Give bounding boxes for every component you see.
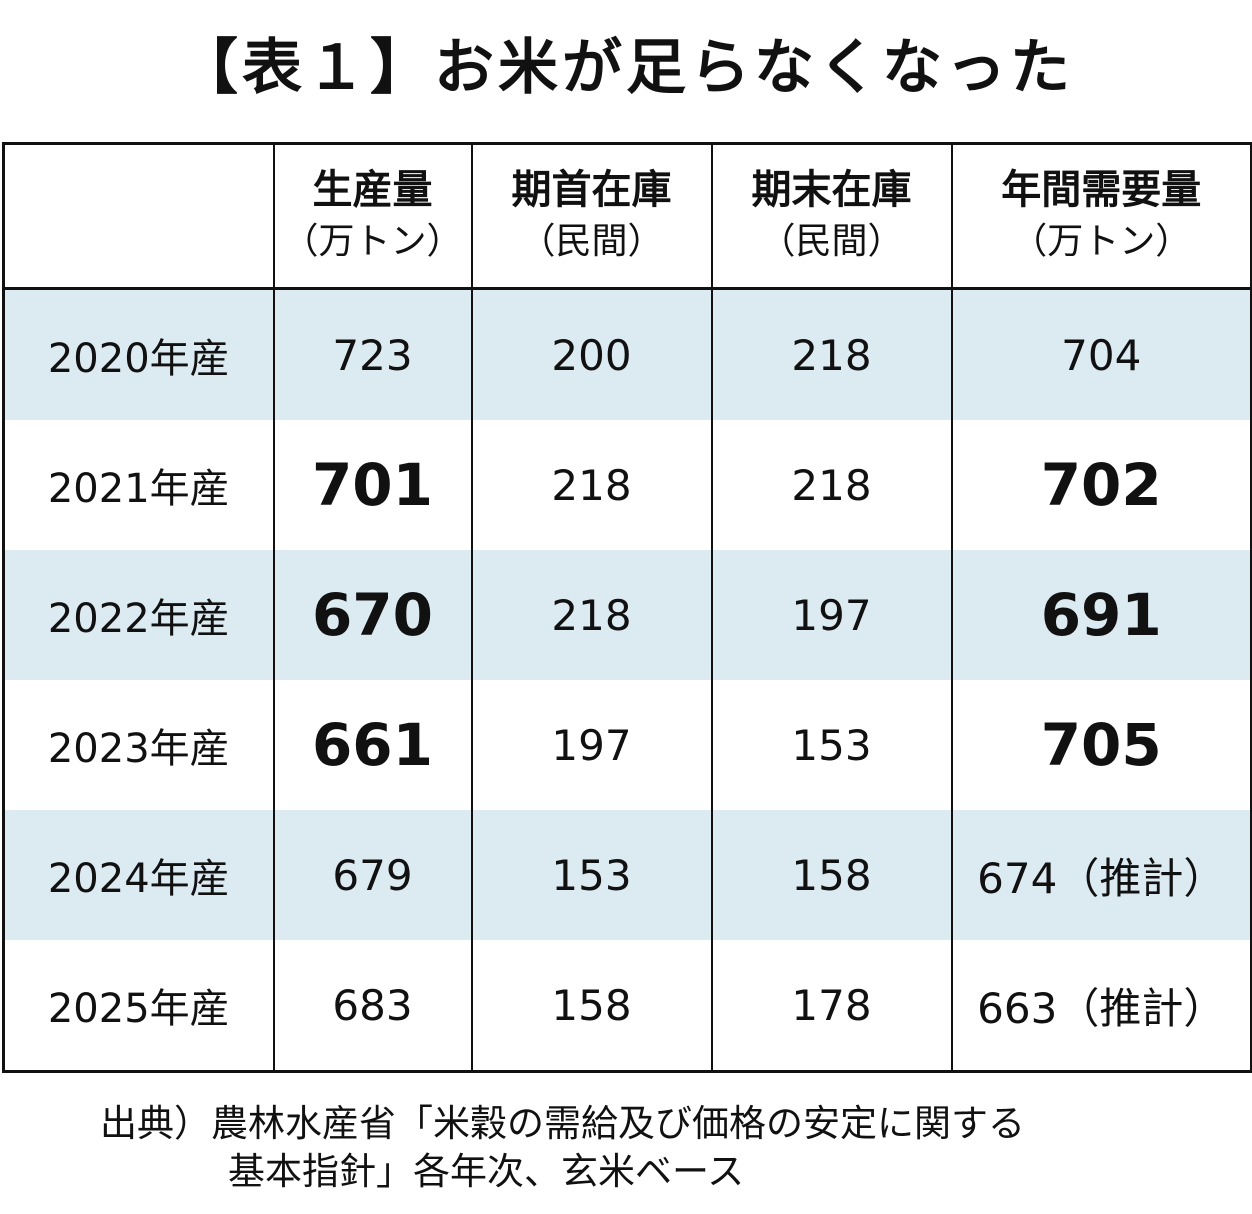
table-row: 2023年産 661 197 153 705 bbox=[2, 680, 1252, 810]
header-production: 生産量 （万トン） bbox=[272, 143, 473, 290]
header-stock-end-label: 期末在庫 bbox=[751, 167, 912, 213]
header-demand-unit: （万トン） bbox=[1011, 221, 1192, 262]
stock-end-cell: 218 bbox=[710, 288, 953, 420]
header-demand-label: 年間需要量 bbox=[1001, 167, 1202, 213]
rice-supply-table: 生産量 （万トン） 期首在庫 （民間） 期末在庫 （民間） 年間需要量 （万トン… bbox=[2, 142, 1252, 1073]
demand-cell: 663（推計） bbox=[950, 940, 1252, 1072]
source-line-1: 出典）農林水産省「米穀の需給及び価格の安定に関する bbox=[100, 1102, 1025, 1145]
source-line-2: 基本指針」各年次、玄米ベース bbox=[228, 1150, 745, 1193]
header-production-label: 生産量 bbox=[312, 167, 433, 213]
stock-end-cell: 178 bbox=[710, 940, 953, 1072]
header-demand: 年間需要量 （万トン） bbox=[950, 143, 1252, 290]
header-empty-cell bbox=[2, 143, 275, 290]
stock-start-cell: 158 bbox=[470, 940, 713, 1072]
year-cell: 2020年産 bbox=[2, 288, 275, 420]
demand-cell: 691 bbox=[950, 550, 1252, 680]
stock-end-cell: 197 bbox=[710, 550, 953, 680]
table-header-row: 生産量 （万トン） 期首在庫 （民間） 期末在庫 （民間） 年間需要量 （万トン… bbox=[2, 143, 1252, 290]
year-cell: 2025年産 bbox=[2, 940, 275, 1072]
table-row: 2020年産 723 200 218 704 bbox=[2, 288, 1252, 420]
year-cell: 2021年産 bbox=[2, 420, 275, 550]
stock-end-cell: 158 bbox=[710, 810, 953, 940]
header-stock-start: 期首在庫 （民間） bbox=[470, 143, 713, 290]
demand-cell: 704 bbox=[950, 288, 1252, 420]
header-stock-end-unit: （民間） bbox=[759, 221, 904, 262]
stock-start-cell: 153 bbox=[470, 810, 713, 940]
stock-start-cell: 200 bbox=[470, 288, 713, 420]
production-cell: 683 bbox=[272, 940, 473, 1072]
year-cell: 2024年産 bbox=[2, 810, 275, 940]
production-cell: 723 bbox=[272, 288, 473, 420]
table-row: 2025年産 683 158 178 663（推計） bbox=[2, 940, 1252, 1072]
production-cell: 701 bbox=[272, 420, 473, 550]
demand-cell: 702 bbox=[950, 420, 1252, 550]
stock-start-cell: 197 bbox=[470, 680, 713, 810]
demand-cell: 705 bbox=[950, 680, 1252, 810]
stock-end-cell: 218 bbox=[710, 420, 953, 550]
stock-end-cell: 153 bbox=[710, 680, 953, 810]
source-note: 出典）農林水産省「米穀の需給及び価格の安定に関する 基本指針」各年次、玄米ベース bbox=[100, 1100, 1230, 1196]
year-cell: 2022年産 bbox=[2, 550, 275, 680]
production-cell: 661 bbox=[272, 680, 473, 810]
header-stock-start-unit: （民間） bbox=[519, 221, 664, 262]
header-stock-end: 期末在庫 （民間） bbox=[710, 143, 953, 290]
production-cell: 670 bbox=[272, 550, 473, 680]
header-stock-start-label: 期首在庫 bbox=[511, 167, 672, 213]
page-title: 【表１】お米が足らなくなった bbox=[178, 33, 1074, 103]
header-production-unit: （万トン） bbox=[282, 221, 463, 262]
stock-start-cell: 218 bbox=[470, 550, 713, 680]
production-cell: 679 bbox=[272, 810, 473, 940]
stock-start-cell: 218 bbox=[470, 420, 713, 550]
year-cell: 2023年産 bbox=[2, 680, 275, 810]
table-row: 2022年産 670 218 197 691 bbox=[2, 550, 1252, 680]
demand-cell: 674（推計） bbox=[950, 810, 1252, 940]
table-row: 2024年産 679 153 158 674（推計） bbox=[2, 810, 1252, 940]
table-row: 2021年産 701 218 218 702 bbox=[2, 420, 1252, 550]
